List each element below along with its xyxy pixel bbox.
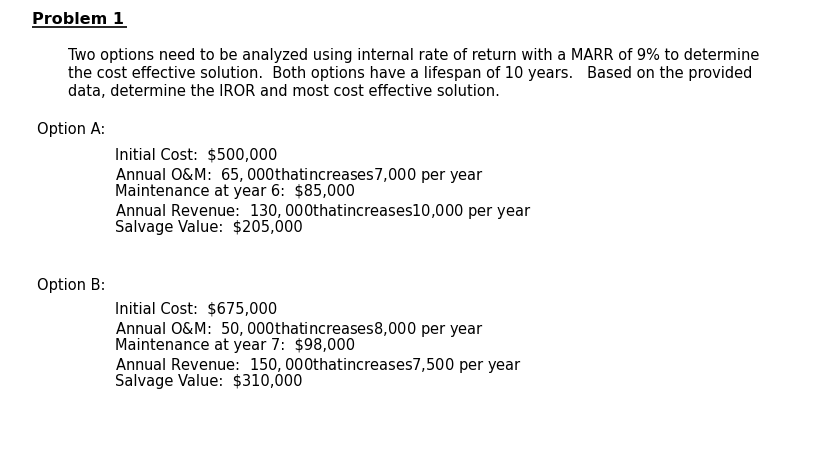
Text: Annual Revenue:  $130,000 that increases $10,000 per year: Annual Revenue: $130,000 that increases …: [115, 202, 531, 220]
Text: Salvage Value:  $310,000: Salvage Value: $310,000: [115, 373, 302, 388]
Text: Option A:: Option A:: [37, 122, 105, 137]
Text: data, determine the IROR and most cost effective solution.: data, determine the IROR and most cost e…: [68, 84, 500, 99]
Text: Salvage Value:  $205,000: Salvage Value: $205,000: [115, 219, 303, 235]
Text: the cost effective solution.  Both options have a lifespan of 10 years.   Based : the cost effective solution. Both option…: [68, 66, 752, 81]
Text: Annual O&M:  $65,000 that increases $7,000 per year: Annual O&M: $65,000 that increases $7,00…: [115, 166, 483, 185]
Text: Problem 1: Problem 1: [32, 12, 124, 27]
Text: Annual Revenue:  $150,000 that increases $7,500 per year: Annual Revenue: $150,000 that increases …: [115, 355, 521, 374]
Text: Initial Cost:  $675,000: Initial Cost: $675,000: [115, 302, 277, 316]
Text: Two options need to be analyzed using internal rate of return with a MARR of 9% : Two options need to be analyzed using in…: [68, 48, 758, 63]
Text: Maintenance at year 7:  $98,000: Maintenance at year 7: $98,000: [115, 337, 355, 352]
Text: Maintenance at year 6:  $85,000: Maintenance at year 6: $85,000: [115, 184, 355, 199]
Text: Annual O&M:  $50,000 that increases $8,000 per year: Annual O&M: $50,000 that increases $8,00…: [115, 319, 483, 338]
Text: Initial Cost:  $500,000: Initial Cost: $500,000: [115, 148, 277, 162]
Text: Option B:: Option B:: [37, 277, 105, 292]
